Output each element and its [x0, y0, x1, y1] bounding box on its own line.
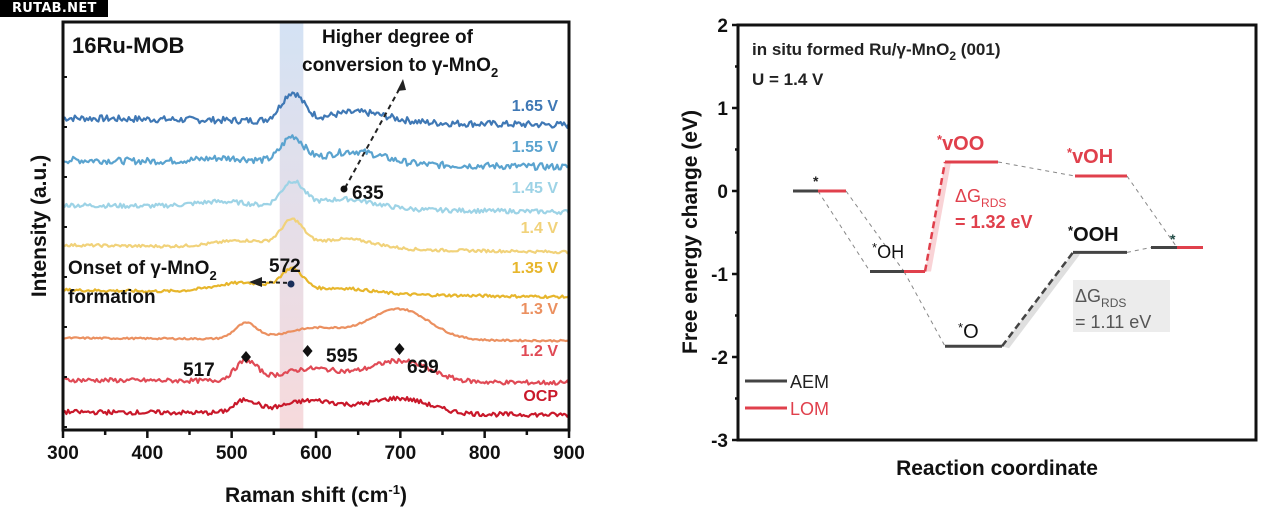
voltage-label: 1.3 V [521, 301, 559, 318]
y-axis-ticks: 2 1 0 -1 -2 -3 [711, 16, 738, 452]
state-label-o: *O [958, 320, 979, 343]
panel-title: 16Ru-MOB [72, 33, 184, 58]
voltage-labels: 1.65 V 1.55 V 1.45 V 1.4 V 1.35 V 1.3 V 1.2 V O… [512, 98, 559, 405]
legend-label-aem: AEM [790, 372, 829, 392]
connector-lom [923, 161, 947, 272]
y-axis-title: Intensity (a.u.) [28, 155, 51, 297]
connector-aem [817, 190, 871, 272]
voltage-label: 1.4 V [521, 220, 559, 237]
rds-lom-label: ΔGRDS [955, 186, 1006, 210]
x-tick-label: 800 [469, 443, 501, 464]
annotation-onset-line1: Onset of γ-MnO2 [68, 258, 217, 283]
peak-label-517: 517 [183, 360, 215, 381]
y-tick-label: 1 [717, 99, 728, 120]
raman-series-line [62, 179, 570, 216]
voltage-label: 1.55 V [512, 139, 559, 156]
connector-lom [1126, 175, 1178, 248]
diagram-title-line2: U = 1.4 V [752, 70, 824, 89]
x-tick-label: 400 [131, 443, 163, 464]
conversion-arrow [344, 85, 402, 189]
raman-series-group [62, 91, 571, 418]
x-tick-label: 500 [216, 443, 248, 464]
rds-shading [925, 161, 1080, 349]
raman-series-line [62, 307, 570, 343]
peak-diamond-marker [394, 343, 405, 355]
state-label-oh: *OH [872, 240, 904, 262]
rds-aem-value: = 1.11 eV [1075, 312, 1151, 332]
energy-diagram: 2 1 0 -1 -2 -3 in situ formed Ru/γ-MnO2 (001)… [679, 16, 1258, 480]
y-tick-label: -3 [711, 431, 728, 452]
state-label-initial: * [813, 173, 819, 189]
y-tick-label: 2 [717, 16, 728, 37]
rds-aem-label: ΔGRDS [1075, 286, 1126, 310]
peak-markers [241, 343, 405, 363]
connector-lom [997, 161, 1076, 177]
x-tick-label: 900 [553, 443, 585, 464]
raman-series-line [62, 91, 571, 129]
peak-diamond-marker [302, 345, 313, 357]
x-axis-ticks: 300 400 500 600 700 800 900 [47, 76, 585, 464]
dot-635 [340, 185, 348, 193]
annotation-onset-line2: formation [68, 287, 156, 308]
raman-series-line [62, 395, 570, 418]
rds-lom-shade [925, 161, 951, 272]
y-axis-title-right: Free energy change (eV) [679, 110, 702, 354]
voltage-label: 1.65 V [512, 98, 559, 115]
legend-label-lom: LOM [790, 399, 829, 419]
rds-aem-box [1073, 280, 1170, 332]
watermark-badge: RUTAB.NET [0, 0, 108, 17]
conversion-arrowhead [397, 79, 406, 91]
connector-aem [1001, 251, 1074, 347]
y-tick-label: 0 [717, 182, 728, 203]
highlight-band [279, 22, 304, 430]
voltage-label: OCP [523, 388, 558, 405]
onset-arrow [261, 281, 291, 284]
peak-label-595: 595 [326, 346, 358, 367]
x-tick-label: 600 [300, 443, 332, 464]
raman-series-line [62, 357, 570, 386]
diagram-title-line1: in situ formed Ru/γ-MnO2 (001) [752, 40, 1001, 63]
connector-aem [1126, 246, 1152, 253]
state-label-voh: *vOH [1067, 145, 1113, 168]
raman-series-line [62, 266, 570, 300]
y-tick-label: -1 [711, 265, 728, 286]
legend: AEM LOM [745, 372, 829, 419]
dot-572 [287, 280, 295, 288]
x-axis-title-right: Reaction coordinate [896, 457, 1098, 480]
y-tick-label: -2 [711, 348, 728, 369]
voltage-label: 1.45 V [512, 180, 559, 197]
raman-chart: 1.65 V 1.55 V 1.45 V 1.4 V 1.35 V 1.3 V 1.2 V O… [28, 20, 585, 507]
step-connectors [817, 161, 1178, 347]
rds-aem-shade [1002, 252, 1080, 349]
connector-lom [845, 190, 905, 272]
x-tick-label: 300 [47, 443, 79, 464]
peak-label-699: 699 [407, 357, 439, 378]
state-label-voo: *vOO [937, 132, 984, 155]
state-label-ooh: *OOH [1068, 223, 1119, 246]
annotation-conversion-line1: Higher degree of [322, 27, 474, 48]
connector-aem [903, 271, 946, 347]
voltage-label: 1.35 V [512, 260, 559, 277]
x-axis-title: Raman shift (cm-1) [225, 482, 407, 507]
peak-label-572: 572 [269, 256, 301, 277]
voltage-label: 1.2 V [521, 343, 559, 360]
raman-series-line [62, 217, 570, 255]
raman-series-line [62, 134, 570, 171]
peak-diamond-marker [241, 351, 252, 363]
peak-label-635: 635 [352, 183, 384, 204]
energy-levels [793, 160, 1203, 348]
rds-lom-value: = 1.32 eV [955, 212, 1033, 232]
x-tick-label: 700 [384, 443, 416, 464]
annotation-conversion-line2: conversion to γ-MnO2 [302, 55, 498, 80]
onset-arrowhead [249, 277, 262, 287]
state-label-final: * [1170, 231, 1176, 247]
